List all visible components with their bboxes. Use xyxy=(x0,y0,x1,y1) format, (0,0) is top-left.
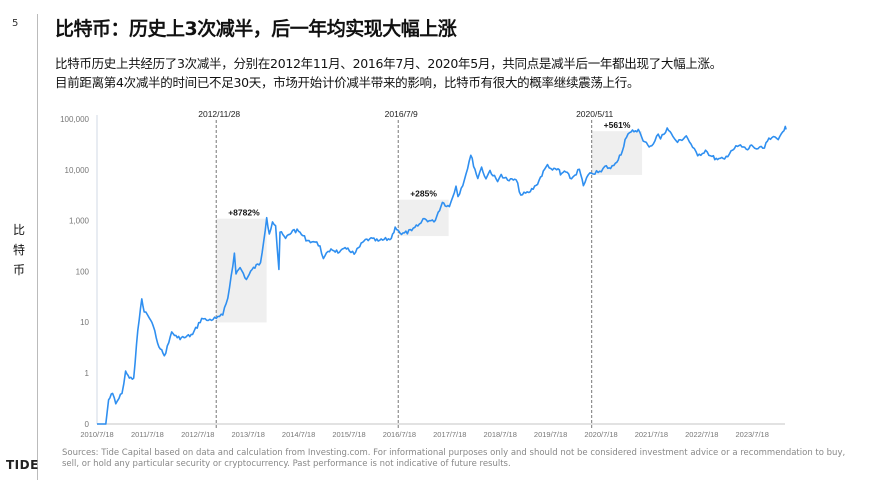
y-tick-label: 100,000 xyxy=(60,115,89,124)
x-tick-label: 2019/7/18 xyxy=(534,430,567,439)
y-tick-label: 1,000 xyxy=(69,217,90,226)
x-tick-label: 2011/7/18 xyxy=(131,430,164,439)
halving-date-label: 2016/7/9 xyxy=(385,109,418,119)
y-tick-label: 10,000 xyxy=(65,166,90,175)
halving-gain-label: +8782% xyxy=(228,208,260,218)
halving-gain-label: +561% xyxy=(604,120,631,130)
divider-line xyxy=(37,14,38,480)
halving-date-label: 2020/5/11 xyxy=(576,109,613,119)
page-title: 比特币：历史上3次减半，后一年均实现大幅上涨 xyxy=(55,18,457,40)
sources-note: Sources: Tide Capital based on data and … xyxy=(62,448,846,469)
x-tick-label: 2021/7/18 xyxy=(635,430,668,439)
tide-logo: TIDE xyxy=(6,458,39,472)
x-tick-label: 2010/7/18 xyxy=(80,430,113,439)
subtitle-line-2: 目前距离第4次减半的时间已不足30天，市场开始计价减半带来的影响，比特币有很大的… xyxy=(55,75,640,90)
x-tick-label: 2023/7/18 xyxy=(736,430,769,439)
price-line xyxy=(97,125,787,425)
x-tick-label: 2018/7/18 xyxy=(484,430,517,439)
page-number: 5 xyxy=(12,18,19,29)
x-tick-label: 2015/7/18 xyxy=(332,430,365,439)
subtitle-line-1: 比特币历史上共经历了3次减半，分别在2012年11月、2016年7月、2020年… xyxy=(55,56,722,71)
y-tick-label: 0 xyxy=(85,420,90,429)
x-tick-label: 2017/7/18 xyxy=(433,430,466,439)
side-label: 比特币 xyxy=(12,223,25,277)
x-tick-label: 2014/7/18 xyxy=(282,430,315,439)
x-tick-label: 2016/7/18 xyxy=(383,430,416,439)
x-tick-label: 2022/7/18 xyxy=(685,430,718,439)
halving-gain-label: +285% xyxy=(410,189,437,199)
x-tick-label: 2020/7/18 xyxy=(584,430,617,439)
halving-window-3 xyxy=(591,131,643,175)
halving-date-label: 2012/11/28 xyxy=(198,109,240,119)
y-tick-label: 100 xyxy=(76,267,90,276)
x-tick-label: 2013/7/18 xyxy=(232,430,265,439)
y-tick-label: 1 xyxy=(85,369,90,378)
y-tick-label: 10 xyxy=(80,318,89,327)
x-tick-label: 2012/7/18 xyxy=(181,430,214,439)
